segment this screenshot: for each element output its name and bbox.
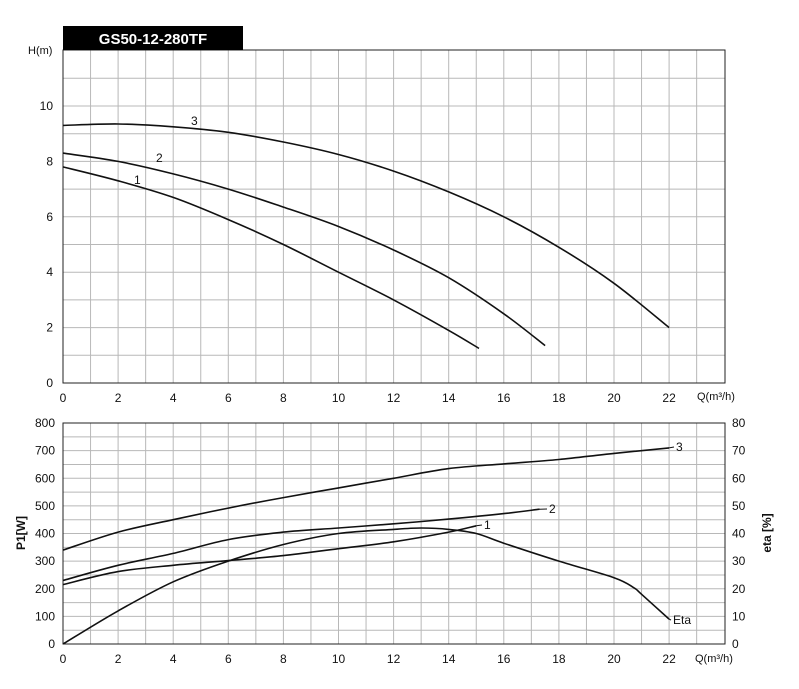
head-x-tick: 14 — [442, 391, 456, 405]
power-x-tick: 12 — [387, 652, 401, 666]
head-y-tick: 10 — [40, 99, 54, 113]
power-y-tick: 700 — [35, 444, 55, 458]
power-curve-3 — [62, 447, 670, 551]
power-y-tick: 100 — [35, 609, 55, 623]
eta-y-tick: 40 — [732, 527, 746, 541]
power-x-tick: 20 — [607, 652, 621, 666]
head-x-tick: 16 — [497, 391, 511, 405]
power-curve-label-2: 2 — [549, 502, 556, 516]
chart-title: GS50-12-280TF — [99, 31, 207, 48]
head-y-axis-label: H(m) — [28, 45, 52, 57]
power-y-tick-labels: 0 100 200 300 400 500 600 700 800 — [35, 416, 55, 651]
power-x-tick: 2 — [115, 652, 122, 666]
head-curve-label-3: 3 — [191, 114, 198, 128]
eta-y-tick-labels: 0 10 20 30 40 50 60 70 80 — [732, 416, 746, 651]
power-curve-label-3: 3 — [676, 440, 683, 454]
head-x-axis-label: Q(m³/h) — [697, 391, 735, 403]
head-chart-frame — [62, 49, 726, 384]
eta-y-tick: 20 — [732, 582, 746, 596]
eta-y-tick: 70 — [732, 444, 746, 458]
head-x-tick: 2 — [115, 391, 122, 405]
eta-curve-label: Eta — [673, 613, 691, 627]
head-curve-3 — [62, 123, 670, 329]
head-y-tick-labels: 0 2 4 6 8 10 — [40, 99, 54, 390]
head-curve-label-2: 2 — [156, 151, 163, 165]
eta-y-tick: 0 — [732, 637, 739, 651]
power-x-tick: 18 — [552, 652, 566, 666]
eta-y-axis-label: eta [%] — [760, 513, 774, 552]
power-y-tick: 300 — [35, 554, 55, 568]
head-x-tick: 6 — [225, 391, 232, 405]
curve-label-leader — [668, 618, 672, 621]
power-x-tick: 10 — [332, 652, 346, 666]
head-x-tick: 12 — [387, 391, 401, 405]
power-x-tick-labels: 0 2 4 6 8 10 12 14 16 18 20 22 — [60, 652, 676, 666]
power-chart-grid — [63, 423, 725, 644]
eta-curve — [62, 527, 670, 645]
head-x-tick: 22 — [662, 391, 676, 405]
power-y-tick: 600 — [35, 471, 55, 485]
head-x-tick: 10 — [332, 391, 346, 405]
head-x-tick: 4 — [170, 391, 177, 405]
power-y-axis-label: P1[W] — [14, 516, 28, 550]
curve-label-leader — [669, 446, 675, 449]
head-curves — [62, 123, 670, 350]
power-x-tick: 0 — [60, 652, 67, 666]
head-y-tick: 0 — [46, 376, 53, 390]
power-y-tick: 0 — [48, 637, 55, 651]
head-y-tick: 2 — [46, 321, 53, 335]
head-curve-label-1: 1 — [134, 173, 141, 187]
power-x-tick: 16 — [497, 652, 511, 666]
head-y-tick: 4 — [46, 265, 53, 279]
head-y-tick: 8 — [46, 154, 53, 168]
head-y-tick: 6 — [46, 210, 53, 224]
power-x-tick: 22 — [662, 652, 676, 666]
power-x-tick: 8 — [280, 652, 287, 666]
power-y-tick: 200 — [35, 582, 55, 596]
head-x-tick: 0 — [60, 391, 67, 405]
head-x-tick-labels: 0 2 4 6 8 10 12 14 16 18 20 22 — [60, 391, 676, 405]
power-curve-2 — [62, 508, 540, 582]
power-curve-label-1: 1 — [484, 518, 491, 532]
power-x-tick: 14 — [442, 652, 456, 666]
power-y-tick: 800 — [35, 416, 55, 430]
power-x-axis-label: Q(m³/h) — [695, 653, 733, 665]
curve-label-leader — [476, 524, 483, 527]
head-chart-grid — [63, 50, 725, 383]
power-curves — [62, 446, 675, 645]
power-x-tick: 6 — [225, 652, 232, 666]
head-x-tick: 18 — [552, 391, 566, 405]
power-x-tick: 4 — [170, 652, 177, 666]
eta-y-tick: 30 — [732, 554, 746, 568]
head-x-tick: 20 — [607, 391, 621, 405]
eta-y-tick: 50 — [732, 499, 746, 513]
chart-title-box — [63, 26, 243, 50]
power-y-tick: 400 — [35, 527, 55, 541]
power-efficiency-chart: P1[W] eta [%] Q(m³/h) 0 2 4 6 8 10 12 14 16 18 20 2… — [14, 416, 774, 666]
eta-y-tick: 10 — [732, 609, 746, 623]
power-y-tick: 500 — [35, 499, 55, 513]
head-x-tick: 8 — [280, 391, 287, 405]
power-chart-frame — [62, 422, 726, 645]
head-curve-chart: GS50-12-280TF H(m) Q(m³/h) 0 2 4 6 8 10 12 14 16… — [28, 26, 735, 405]
head-curve-1 — [62, 166, 480, 350]
head-curve-2 — [62, 152, 546, 347]
eta-y-tick: 80 — [732, 416, 746, 430]
power-curve-1 — [62, 525, 477, 586]
eta-y-tick: 60 — [732, 471, 746, 485]
